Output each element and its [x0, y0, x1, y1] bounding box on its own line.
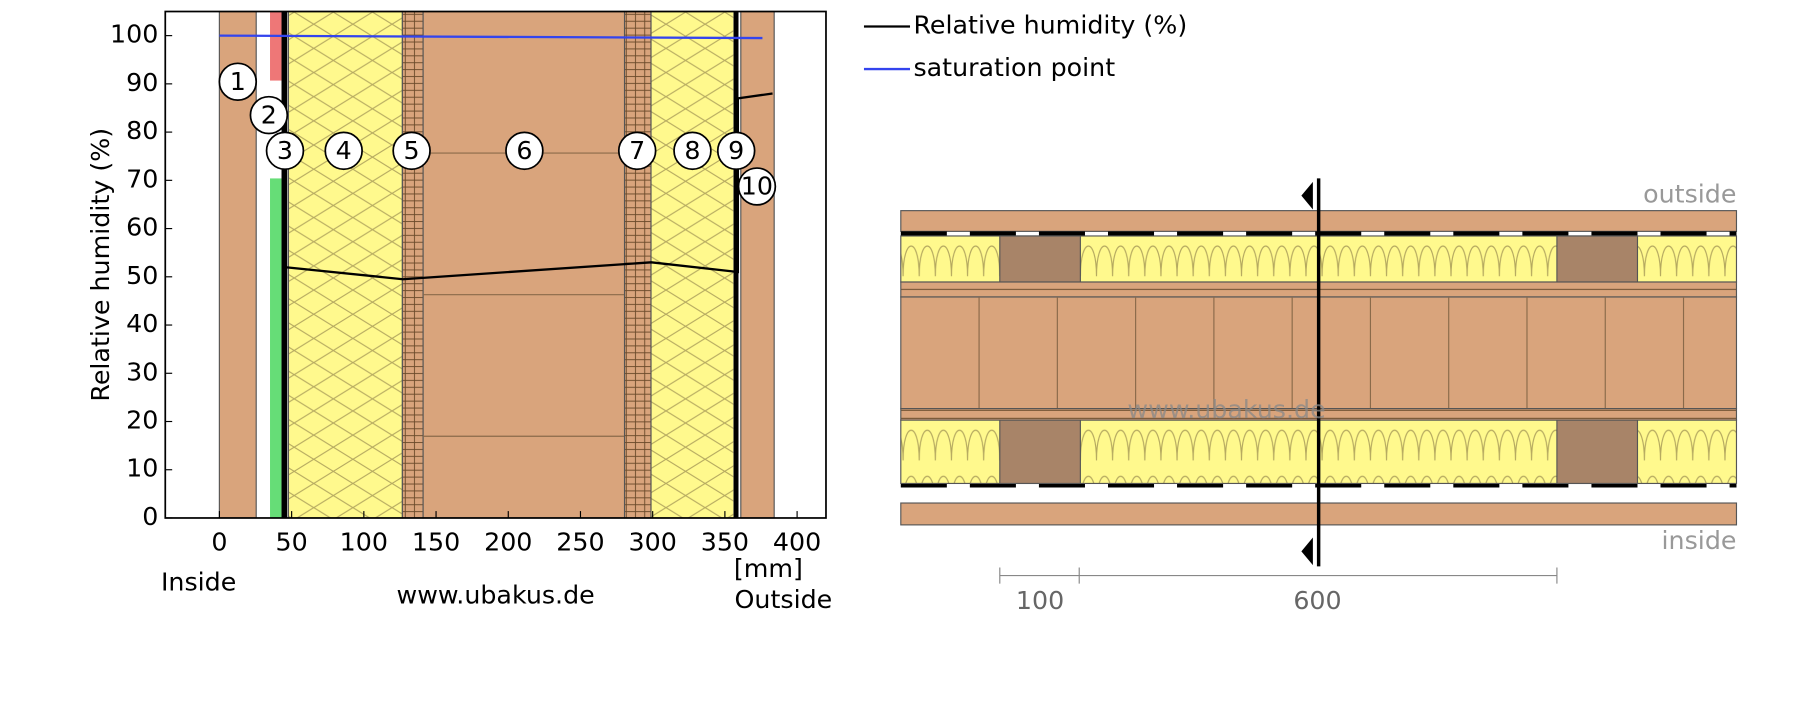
- layer-marker: [673, 131, 712, 171]
- watermark: www.ubakus.de: [1127, 394, 1325, 424]
- layer-label: 1: [230, 66, 246, 96]
- layers: [218, 10, 775, 519]
- layer: [740, 10, 775, 519]
- line: [219, 34, 763, 40]
- layer-marker: [218, 62, 258, 102]
- x-tick-label: 50: [276, 526, 308, 556]
- layer: [281, 11, 288, 518]
- layer: [401, 10, 424, 519]
- layer-label: 7: [629, 135, 645, 165]
- dimension-label: 600: [1293, 585, 1341, 615]
- y-tick-label: 0: [142, 501, 158, 531]
- legend-label: Relative humidity (%): [913, 9, 1187, 39]
- timber: [999, 235, 1081, 283]
- x-left-label: Inside: [161, 567, 236, 597]
- x-right-label: Outside: [735, 584, 833, 614]
- layer-marker: [249, 95, 289, 135]
- layer-label: 6: [516, 135, 532, 165]
- x-tick-label: 150: [412, 526, 460, 556]
- plot-frame: [164, 10, 827, 519]
- layer-marker: [324, 131, 363, 171]
- y-axis-label: Relative humidity (%): [85, 128, 115, 402]
- x-tick-label: 0: [211, 526, 227, 556]
- x-tick-label: 350: [701, 526, 749, 556]
- dimension-line: [999, 567, 1558, 584]
- timber: [999, 419, 1081, 485]
- y-tick-label: 10: [126, 453, 158, 483]
- layer: [270, 178, 282, 518]
- x-axis-unit: [mm]: [734, 553, 803, 583]
- y-tick-label: 20: [126, 405, 158, 435]
- dimension-label: 100: [1016, 585, 1064, 615]
- layer-label: 2: [261, 99, 277, 129]
- y-tick-label: 50: [126, 260, 158, 290]
- layer-label: 9: [728, 135, 744, 165]
- inside-label: inside: [1662, 525, 1737, 555]
- layer: [270, 11, 282, 81]
- y-tick-label: 60: [126, 212, 158, 242]
- cross-section: [900, 178, 1738, 584]
- y-tick-label: 70: [126, 163, 158, 193]
- layer-label: 10: [741, 171, 773, 201]
- layer: [422, 10, 626, 519]
- y-tick-label: 40: [126, 308, 158, 338]
- layer: [287, 10, 403, 519]
- timber: [1556, 235, 1639, 283]
- x-tick-label: 200: [484, 526, 532, 556]
- y-tick-label: 90: [126, 67, 158, 97]
- outside-label: outside: [1643, 179, 1736, 209]
- x-tick-label: 400: [773, 526, 821, 556]
- layer-marker: [265, 131, 305, 171]
- source: www.ubakus.de: [397, 579, 595, 609]
- timber: [1556, 419, 1639, 485]
- y-tick-label: 100: [110, 19, 158, 49]
- layer-label: 4: [336, 135, 352, 165]
- layer-marker: [392, 131, 431, 171]
- legend-label: saturation point: [913, 52, 1115, 82]
- layer-marker: [505, 131, 544, 171]
- x-tick-label: 300: [629, 526, 677, 556]
- layer-label: 8: [684, 135, 700, 165]
- layer: [733, 11, 739, 518]
- x-tick-label: 100: [340, 526, 388, 556]
- y-tick-label: 80: [126, 115, 158, 145]
- layer-marker: [617, 131, 657, 171]
- layer-marker: [737, 167, 777, 206]
- y-tick-label: 30: [126, 356, 158, 386]
- line: [284, 92, 773, 281]
- layer-label: 5: [404, 135, 420, 165]
- clt-joints: [978, 296, 1685, 409]
- layer-marker: [716, 131, 756, 171]
- x-tick-label: 250: [556, 526, 604, 556]
- layer-label: 3: [277, 135, 293, 165]
